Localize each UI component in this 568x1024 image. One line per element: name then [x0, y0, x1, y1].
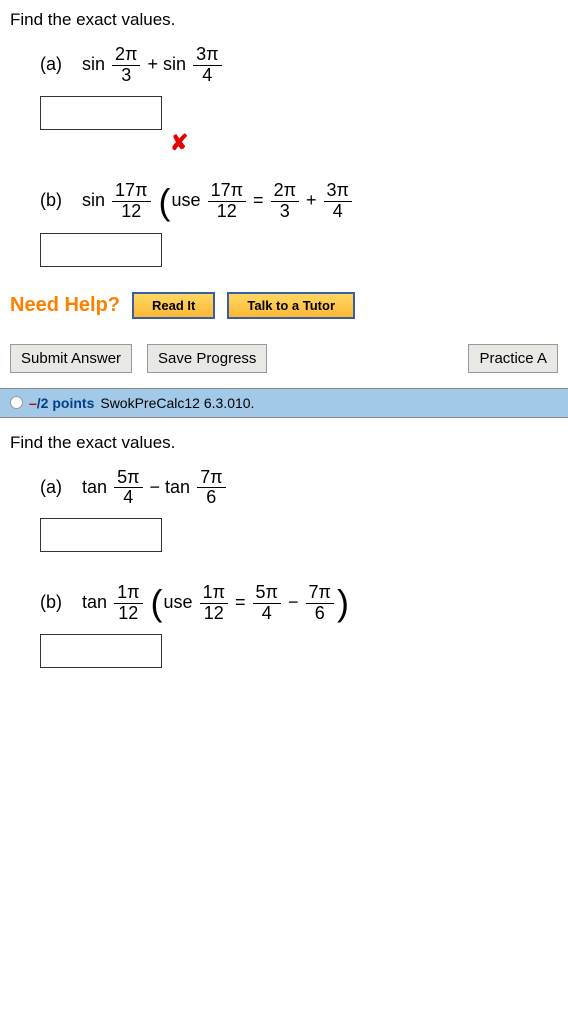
use-text: use: [164, 592, 193, 612]
part-label-b: (b): [40, 592, 62, 613]
answer-input-q1a[interactable]: [40, 96, 162, 130]
use-text: use: [172, 190, 201, 210]
minus-op: −: [150, 477, 161, 497]
practice-button[interactable]: Practice A: [468, 344, 558, 373]
frac-2pi-3: 2π 3: [271, 181, 299, 222]
fn-tan: tan: [82, 477, 107, 497]
need-help-label: Need Help?: [10, 294, 120, 317]
action-button-row: Submit Answer Save Progress Practice A: [10, 344, 558, 373]
answer-input-q2b[interactable]: [40, 634, 162, 668]
plus-op: +: [306, 190, 317, 210]
bullet-icon: [10, 396, 23, 409]
frac-7pi-6: 7π 6: [197, 468, 225, 509]
lparen-icon: (: [151, 582, 163, 624]
q2-part-a: (a) tan 5π 4 − tan 7π 6: [40, 468, 558, 509]
plus-op: +: [148, 54, 159, 74]
part-label-a: (a): [40, 477, 62, 498]
talk-tutor-button[interactable]: Talk to a Tutor: [227, 292, 355, 319]
question-header: –/2 points SwokPreCalc12 6.3.010.: [0, 388, 568, 418]
answer-input-q1b[interactable]: [40, 233, 162, 267]
part-label-a: (a): [40, 54, 62, 75]
frac-5pi-4: 5π 4: [114, 468, 142, 509]
eq-op: =: [235, 592, 246, 612]
submit-answer-button[interactable]: Submit Answer: [10, 344, 132, 373]
frac-1pi-12: 1π 12: [200, 583, 228, 624]
wrong-icon: ✘: [170, 130, 558, 156]
fn-tan: tan: [165, 477, 190, 497]
fn-sin: sin: [82, 190, 105, 210]
fn-tan: tan: [82, 592, 107, 612]
part-label-b: (b): [40, 190, 62, 211]
q1-prompt: Find the exact values.: [10, 10, 558, 30]
frac-3pi-4: 3π 4: [324, 181, 352, 222]
need-help-row: Need Help? Read It Talk to a Tutor: [10, 292, 558, 319]
frac-17pi-12: 17π 12: [112, 181, 150, 222]
q1-part-a: (a) sin 2π 3 + sin 3π 4: [40, 45, 558, 86]
rparen-icon: ): [337, 582, 349, 624]
frac-1pi-12: 1π 12: [114, 583, 142, 624]
save-progress-button[interactable]: Save Progress: [147, 344, 267, 373]
frac-2pi-3: 2π 3: [112, 45, 140, 86]
frac-17pi-12: 17π 12: [208, 181, 246, 222]
frac-7pi-6: 7π 6: [306, 583, 334, 624]
lparen-icon: (: [159, 181, 171, 223]
read-it-button[interactable]: Read It: [132, 292, 215, 319]
fn-sin: sin: [163, 54, 186, 74]
fn-sin: sin: [82, 54, 105, 74]
points-text: /2 points: [37, 395, 95, 411]
question-ref: SwokPreCalc12 6.3.010.: [100, 395, 254, 411]
q1-part-b: (b) sin 17π 12 (use 17π 12 = 2π 3 + 3π 4: [40, 181, 558, 223]
q2-prompt: Find the exact values.: [10, 433, 558, 453]
q2-part-b: (b) tan 1π 12 (use 1π 12 = 5π 4 − 7π 6 ): [40, 582, 558, 624]
minus-op: −: [288, 592, 299, 612]
frac-3pi-4: 3π 4: [193, 45, 221, 86]
frac-5pi-4: 5π 4: [253, 583, 281, 624]
eq-op: =: [253, 190, 264, 210]
points-neg: –: [29, 395, 37, 411]
answer-input-q2a[interactable]: [40, 518, 162, 552]
